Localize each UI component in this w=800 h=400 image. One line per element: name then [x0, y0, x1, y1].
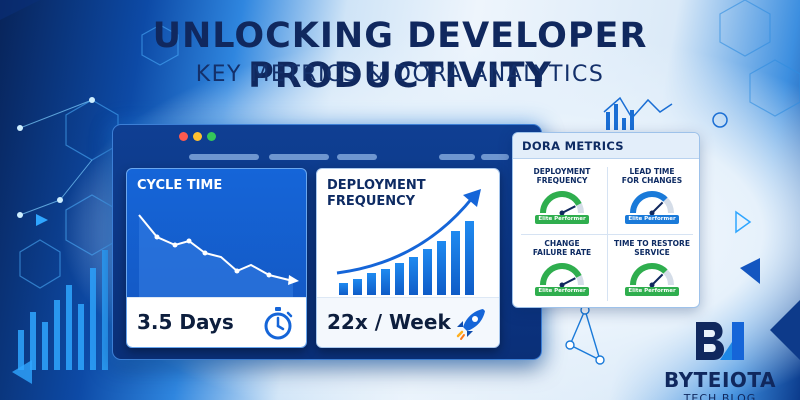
elite-performer-badge: Elite Performer	[535, 215, 589, 224]
gauge-icon	[630, 191, 674, 216]
metric-label: LEAD TIME FOR CHANGES	[621, 167, 683, 185]
deployment-frequency-title: DEPLOYMENT FREQUENCY	[327, 178, 426, 209]
rocket-icon	[456, 309, 485, 340]
minimize-dot-icon	[193, 132, 202, 141]
deployment-frequency-bar-chart	[336, 189, 481, 295]
brand-tagline: TECH BLOG	[683, 392, 757, 400]
gauge-hub	[649, 282, 655, 288]
nav-placeholder-bar	[189, 154, 259, 160]
dora-metrics-panel: DORA METRICS DEPLOYMENT FREQUENCY Elite P…	[512, 132, 700, 308]
elite-performer-badge: Elite Performer	[625, 287, 679, 296]
stopwatch-icon	[264, 307, 293, 340]
gauge-hub	[649, 210, 655, 216]
metric-label: TIME TO RESTORE SERVICE	[614, 239, 690, 257]
gauge-needle	[561, 205, 576, 214]
dora-panel-title: DORA METRICS	[522, 139, 624, 153]
gauge-icon	[540, 263, 584, 288]
dora-metric-time-to-restore: TIME TO RESTORE SERVICE Elite Performer	[611, 239, 693, 305]
gauge-fill	[630, 263, 668, 286]
headline: UNLOCKING DEVELOPER PRODUCTIVITY	[152, 16, 648, 96]
gauge-hub	[559, 282, 565, 288]
metric-label: DEPLOYMENT FREQUENCY	[533, 167, 591, 185]
dora-metric-deployment-frequency: DEPLOYMENT FREQUENCY Elite Performer	[521, 167, 603, 233]
gauge-fill	[540, 263, 582, 286]
gauge-fill	[630, 191, 668, 214]
elite-performer-badge: Elite Performer	[625, 215, 679, 224]
cycle-time-trend-chart	[138, 214, 299, 297]
dora-metric-lead-time: LEAD TIME FOR CHANGES Elite Performer	[611, 167, 693, 233]
brand-name: BYTEIOTA	[664, 368, 776, 392]
cycle-time-title: CYCLE TIME	[137, 178, 223, 193]
cycle-time-value: 3.5 Days	[137, 310, 234, 334]
deployment-frequency-card: DEPLOYMENT FREQUENCY 22x / Week	[316, 168, 500, 348]
maximize-dot-icon	[207, 132, 216, 141]
close-dot-icon	[179, 132, 188, 141]
nav-placeholder-bar	[337, 154, 377, 160]
gauge-icon	[540, 191, 584, 216]
nav-placeholder-bar	[269, 154, 329, 160]
deployment-frequency-value: 22x / Week	[327, 310, 451, 334]
nav-placeholder-bar	[439, 154, 475, 160]
nav-placeholder-bar	[481, 154, 509, 160]
gauge-fill	[540, 191, 582, 214]
subheadline: KEY METRICS & DORA ANALYTICS	[195, 62, 605, 87]
dora-metric-change-failure-rate: CHANGE FAILURE RATE Elite Performer	[521, 239, 603, 305]
dora-panel-header: DORA METRICS	[513, 133, 699, 159]
panel-divider	[521, 234, 693, 235]
gauge-needle	[561, 277, 576, 286]
gauge-icon	[630, 263, 674, 288]
elite-performer-badge: Elite Performer	[535, 287, 589, 296]
cycle-time-footer: 3.5 Days	[127, 297, 306, 347]
byteiota-logo-icon	[696, 322, 744, 360]
gauge-hub	[559, 210, 565, 216]
cycle-time-card: CYCLE TIME 3.5 Days	[126, 168, 307, 348]
window-titlebar	[113, 125, 541, 151]
metric-label: CHANGE FAILURE RATE	[532, 239, 592, 257]
deployment-frequency-footer: 22x / Week	[317, 297, 499, 347]
